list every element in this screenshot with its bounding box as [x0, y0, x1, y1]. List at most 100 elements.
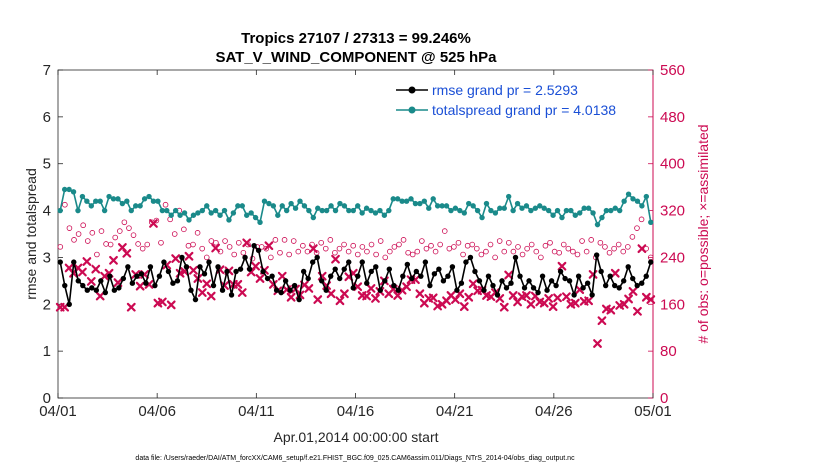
- obs-assimilated-point: [331, 254, 340, 264]
- obs-assimilated-point: [304, 284, 314, 293]
- obs-possible-point: [190, 241, 196, 248]
- totalspread-point: [57, 207, 63, 214]
- obs-assimilated-point: [157, 297, 167, 307]
- rmse-point: [634, 282, 640, 289]
- totalspread-point: [457, 207, 463, 214]
- obs-possible-point: [492, 254, 498, 261]
- obs-possible-point: [538, 254, 544, 261]
- rmse-point: [237, 266, 244, 272]
- totalspread-point: [133, 203, 139, 209]
- obs-possible-point: [272, 237, 279, 243]
- obs-assimilated-point: [86, 277, 96, 286]
- rmse-point: [332, 266, 338, 272]
- obs-possible-point: [199, 245, 205, 252]
- totalspread-point: [150, 198, 157, 204]
- rmse-point: [557, 268, 564, 275]
- totalspread-point: [470, 203, 476, 209]
- rmse-point: [503, 285, 510, 291]
- rmse-point: [89, 285, 95, 291]
- obs-possible-point: [391, 244, 398, 250]
- totalspread-point: [497, 205, 503, 211]
- totalspread-point: [323, 207, 330, 214]
- rmse-point: [111, 287, 118, 293]
- obs-assimilated-point: [277, 271, 287, 281]
- rmse-point: [219, 287, 226, 293]
- obs-possible-point: [130, 232, 137, 238]
- y-right-tick-label: 560: [660, 62, 685, 79]
- obs-assimilated-point: [526, 299, 536, 309]
- obs-assimilated-point: [402, 282, 411, 292]
- rmse-point: [98, 278, 104, 284]
- totalspread-point: [168, 212, 174, 218]
- obs-possible-point: [496, 238, 503, 244]
- obs-possible-point: [597, 239, 604, 246]
- obs-possible-point: [354, 251, 361, 258]
- rmse-point: [359, 259, 365, 265]
- obs-possible-point: [345, 248, 352, 255]
- legend-rmse-label: rmse grand pr = 2.5293: [432, 82, 578, 98]
- obs-possible-point: [290, 238, 297, 244]
- totalspread-point: [474, 207, 481, 214]
- rmse-point: [192, 296, 199, 303]
- series-totalspread: [57, 186, 654, 228]
- totalspread-point: [226, 217, 232, 223]
- rmse-point: [134, 273, 140, 279]
- rmse-point: [107, 273, 113, 279]
- rmse-point: [616, 285, 622, 291]
- rmse-point: [152, 282, 158, 289]
- rmse-point: [643, 273, 649, 279]
- totalspread-point: [181, 210, 188, 216]
- totalspread-point: [448, 207, 454, 214]
- rmse-point: [472, 268, 478, 275]
- totalspread-point: [537, 203, 543, 209]
- totalspread-point: [563, 207, 570, 214]
- rmse-point: [508, 280, 514, 286]
- obs-possible-point: [318, 239, 324, 246]
- totalspread-point: [341, 203, 348, 209]
- y-axis-left: 0 1 2 3 4 5 6 7: [43, 62, 63, 407]
- totalspread-point: [577, 210, 583, 216]
- rmse-point: [350, 285, 356, 291]
- rmse-point: [66, 301, 72, 307]
- rmse-point: [183, 264, 190, 270]
- rmse-point: [179, 254, 185, 261]
- y-tick-label: 3: [43, 249, 51, 266]
- obs-assimilated-point: [95, 291, 105, 301]
- y-tick-label: 0: [43, 390, 51, 407]
- obs-assimilated-point: [584, 296, 594, 306]
- rmse-point: [125, 264, 131, 270]
- obs-assimilated-point: [339, 289, 349, 299]
- totalspread-point: [501, 205, 507, 211]
- obs-possible-point: [359, 244, 366, 250]
- obs-assimilated-point: [313, 295, 323, 304]
- totalspread-point: [252, 214, 259, 221]
- obs-possible-point: [519, 251, 526, 258]
- totalspread-point: [408, 196, 414, 202]
- rmse-point: [282, 278, 289, 284]
- totalspread-point: [137, 203, 143, 209]
- obs-possible-point: [57, 244, 64, 250]
- obs-assimilated-point: [109, 255, 118, 265]
- y-right-tick-label: 0: [660, 390, 668, 407]
- obs-assimilated-point: [593, 339, 602, 348]
- totalspread-point: [301, 203, 308, 209]
- obs-assimilated-point: [171, 254, 181, 263]
- rmse-point: [630, 275, 636, 282]
- obs-possible-point: [547, 239, 553, 246]
- rmse-point: [625, 264, 631, 270]
- totalspread-point: [630, 196, 636, 202]
- rmse-point: [463, 259, 469, 265]
- rmse-point: [147, 264, 154, 270]
- totalspread-point: [141, 196, 148, 202]
- y-tick-label: 1: [43, 343, 51, 360]
- obs-assimilated-point: [499, 302, 509, 312]
- rmse-point: [404, 261, 411, 268]
- obs-possible-point: [560, 241, 567, 248]
- obs-possible-point: [524, 245, 530, 252]
- totalspread-point: [434, 203, 441, 209]
- obs-possible-point: [583, 248, 590, 255]
- obs-possible-point: [98, 228, 105, 234]
- obs-possible-point: [281, 237, 288, 243]
- obs-possible-point: [162, 201, 169, 208]
- x-tick-label: 04/21: [436, 403, 474, 420]
